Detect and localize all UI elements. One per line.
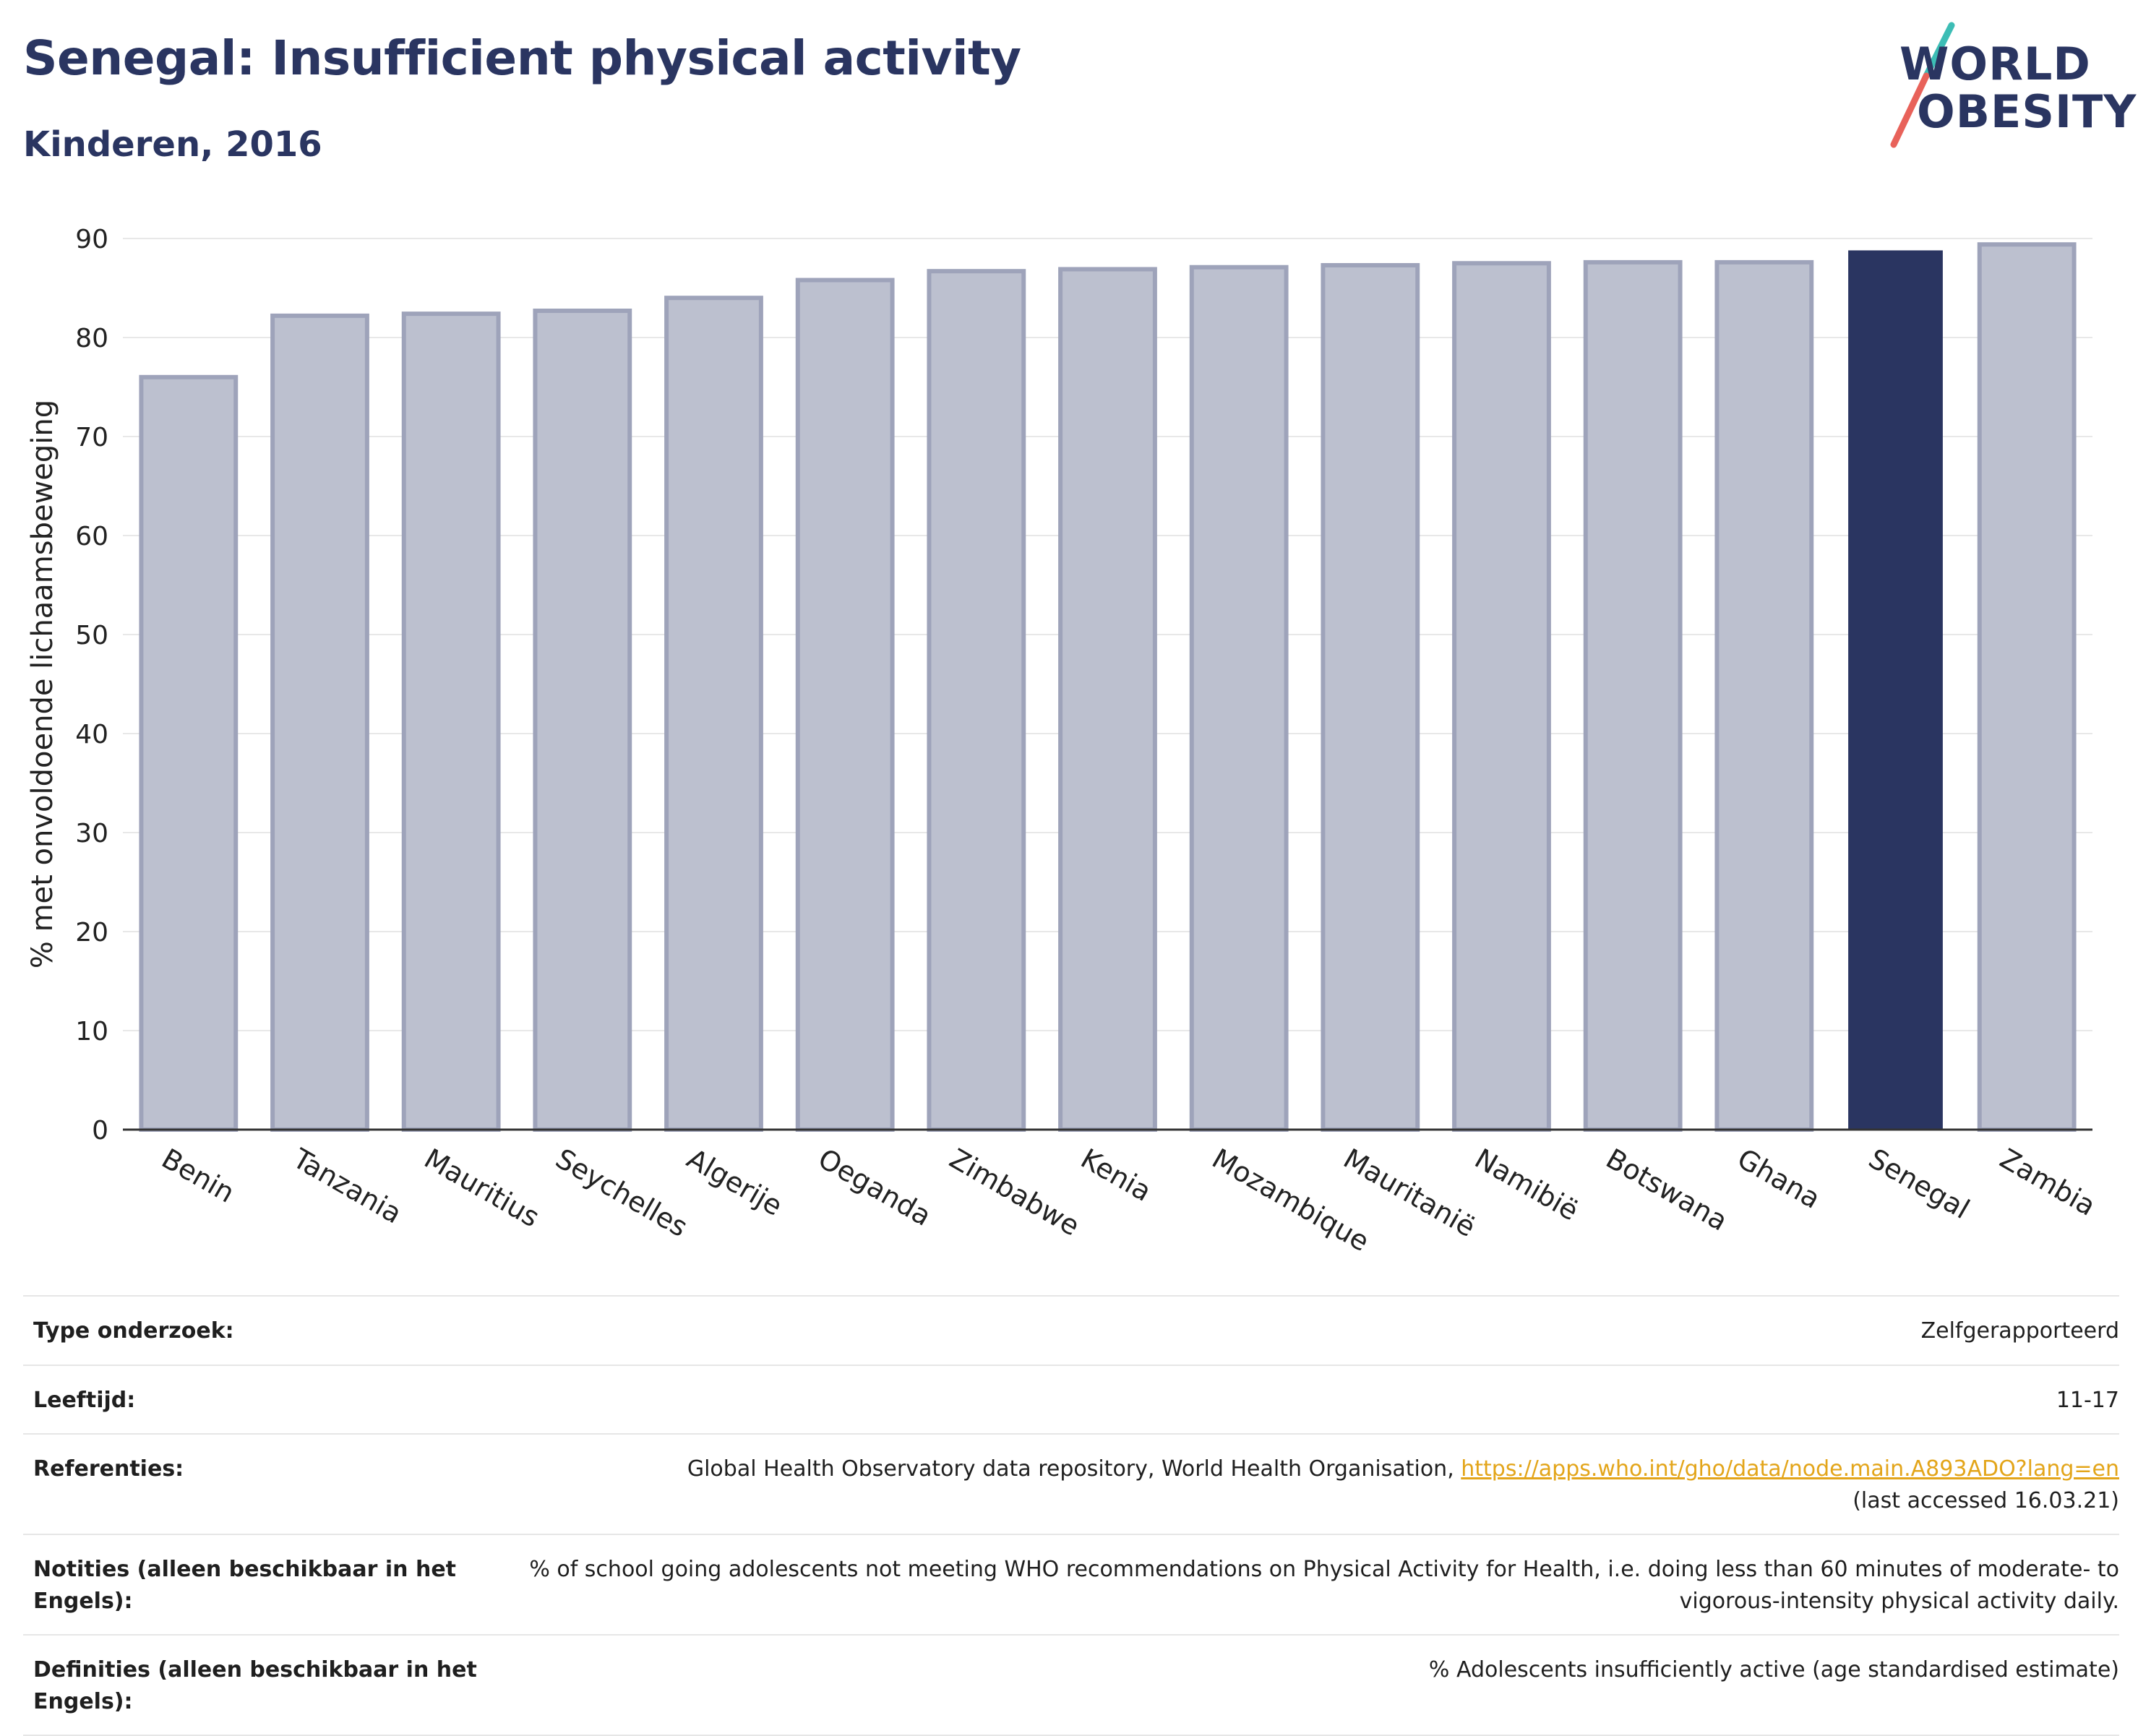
info-row: Referenties: Global Health Observatory da… — [23, 1433, 2119, 1534]
logo-text-obesity: OBESITY — [1917, 85, 2137, 138]
x-tick-label: Tanzania — [287, 1142, 407, 1229]
x-tick-label: Oeganda — [813, 1143, 937, 1232]
info-value: Global Health Observatory data repositor… — [529, 1453, 2119, 1516]
bar-seychelles[interactable] — [533, 309, 632, 1132]
info-label: Definities (alleen beschikbaar in het En… — [33, 1657, 477, 1714]
info-value-text: 11-17 — [2056, 1387, 2119, 1413]
info-value: % Adolescents insufficiently active (age… — [529, 1654, 2119, 1686]
y-tick-label: 50 — [75, 621, 108, 650]
logo-text-world: WORLD — [1899, 38, 2091, 90]
info-value: 11-17 — [529, 1385, 2119, 1417]
bar-zambia[interactable] — [1977, 242, 2077, 1133]
x-tick-label: Namibië — [1469, 1143, 1584, 1227]
x-tick-label: Kenia — [1076, 1143, 1156, 1208]
info-row: Notities (alleen beschikbaar in het Enge… — [23, 1534, 2119, 1634]
x-tick-label: Algerije — [682, 1143, 788, 1222]
bar-mauritius[interactable] — [401, 311, 501, 1132]
page-subtitle: Kinderen, 2016 — [23, 124, 322, 165]
info-label: Leeftijd: — [33, 1387, 136, 1413]
world-obesity-logo[interactable]: WORLD OBESITY — [1879, 22, 2136, 152]
info-value: % of school going adolescents not meetin… — [529, 1554, 2119, 1617]
bar-kenia[interactable] — [1058, 267, 1157, 1133]
x-tick-label: Benin — [156, 1143, 240, 1209]
y-tick-label: 40 — [75, 720, 108, 749]
bar-benin[interactable] — [139, 374, 239, 1132]
y-tick-label: 0 — [92, 1116, 108, 1146]
info-value-note: (last accessed 16.03.21) — [1852, 1487, 2119, 1513]
bar-tanzania[interactable] — [270, 313, 369, 1132]
bar-mozambique[interactable] — [1189, 265, 1289, 1133]
info-value: Zelfgerapporteerd — [529, 1315, 2119, 1347]
page-title: Senegal: Insufficient physical activity — [23, 30, 1021, 86]
x-tick-label: Zambia — [1995, 1143, 2101, 1222]
info-value-text: Zelfgerapporteerd — [1920, 1318, 2119, 1344]
y-tick-label: 80 — [75, 324, 108, 353]
bar-zimbabwe[interactable] — [927, 269, 1026, 1133]
x-tick-label: Mauritius — [419, 1143, 545, 1234]
x-tick-label: Seychelles — [550, 1143, 692, 1243]
info-row: Definities (alleen beschikbaar in het En… — [23, 1634, 2119, 1736]
bar-algerije[interactable] — [664, 296, 763, 1133]
y-tick-label: 70 — [75, 423, 108, 452]
info-value-text: % Adolescents insufficiently active (age… — [1428, 1657, 2119, 1683]
y-axis-title: % met onvoldoende lichaamsbeweging — [26, 400, 59, 968]
reference-link[interactable]: https://apps.who.int/gho/data/node.main.… — [1461, 1456, 2119, 1482]
y-tick-label: 60 — [75, 522, 108, 551]
info-value-text: % of school going adolescents not meetin… — [529, 1557, 2119, 1614]
y-tick-label: 10 — [75, 1017, 108, 1047]
bar-namibi-[interactable] — [1452, 261, 1551, 1132]
y-tick-label: 90 — [75, 225, 108, 254]
info-label: Referenties: — [33, 1456, 184, 1482]
info-label: Type onderzoek: — [33, 1318, 234, 1344]
y-tick-label: 30 — [75, 819, 108, 848]
info-value-text: Global Health Observatory data repositor… — [687, 1456, 1461, 1482]
info-table: Type onderzoek: Zelfgerapporteerd Leeftijd… — [23, 1295, 2119, 1736]
info-label: Notities (alleen beschikbaar in het Enge… — [33, 1557, 457, 1614]
info-row: Leeftijd: 11-17 — [23, 1364, 2119, 1434]
x-tick-label: Botswana — [1601, 1143, 1733, 1237]
bar-botswana[interactable] — [1583, 259, 1683, 1132]
x-tick-label: Senegal — [1863, 1143, 1975, 1226]
bar-oeganda[interactable] — [795, 278, 895, 1132]
logo-slash-icon — [1890, 22, 1955, 148]
bars — [139, 242, 2077, 1133]
bar-chart: 0 10 20 30 40 50 60 70 80 90 % met onvoldoende lic… — [26, 225, 2101, 1258]
x-tick-label: Zimbabwe — [944, 1143, 1085, 1242]
y-tick-label: 20 — [75, 918, 108, 948]
bar-ghana[interactable] — [1714, 259, 1814, 1132]
info-row: Type onderzoek: Zelfgerapporteerd — [23, 1295, 2119, 1365]
bar-mauritani-[interactable] — [1321, 262, 1420, 1132]
bar-senegal[interactable] — [1848, 250, 1943, 1130]
x-tick-label: Ghana — [1732, 1143, 1826, 1215]
